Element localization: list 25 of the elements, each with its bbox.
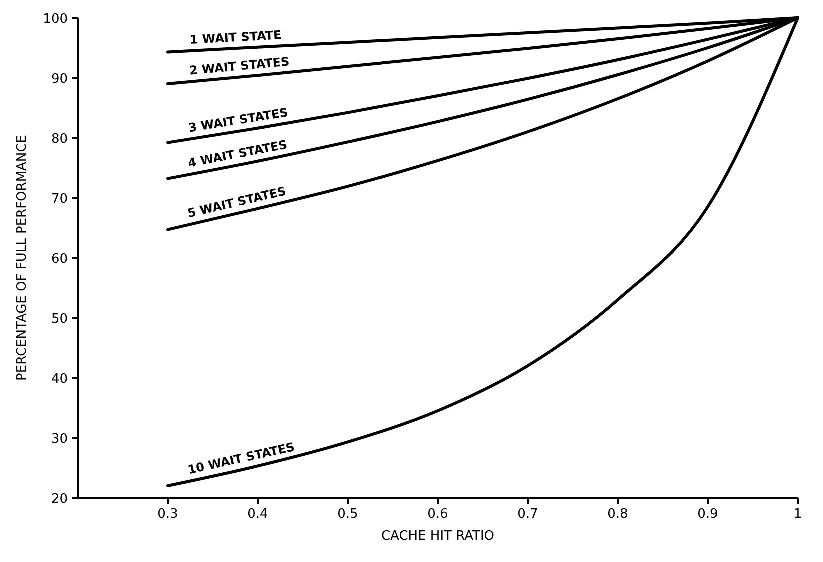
x-tick-label: 0.5 xyxy=(338,507,358,522)
series-label: 1 WAIT STATE xyxy=(190,28,282,48)
y-tick-label: 40 xyxy=(51,372,68,387)
y-tick-label: 20 xyxy=(51,492,68,507)
y-tick-label: 70 xyxy=(51,192,68,207)
x-tick-label: 1 xyxy=(794,507,802,522)
text: 5 WAIT STATES xyxy=(186,184,288,221)
y-axis-title: PERCENTAGE OF FULL PERFORMANCE xyxy=(15,135,30,381)
x-tick-label: 0.6 xyxy=(428,507,448,522)
y-tick-label: 60 xyxy=(51,252,68,267)
y-tick-label: 100 xyxy=(43,12,68,27)
y-tick-label: 50 xyxy=(51,312,68,327)
text: 10 WAIT STATES xyxy=(186,440,296,478)
y-tick-label: 30 xyxy=(51,432,68,447)
y-tick-label: 90 xyxy=(51,72,68,87)
x-tick-label: 0.4 xyxy=(248,507,268,522)
y-tick-label: 80 xyxy=(51,132,68,147)
x-axis-title: CACHE HIT RATIO xyxy=(381,529,495,544)
text: 4 WAIT STATES xyxy=(187,138,289,171)
x-tick-label: 0.3 xyxy=(158,507,178,522)
x-tick-label: 0.8 xyxy=(608,507,628,522)
text: 3 WAIT STATES xyxy=(188,106,290,136)
text: 2 WAIT STATES xyxy=(188,54,290,78)
x-tick-label: 0.7 xyxy=(518,507,538,522)
x-tick-label: 0.9 xyxy=(698,507,718,522)
